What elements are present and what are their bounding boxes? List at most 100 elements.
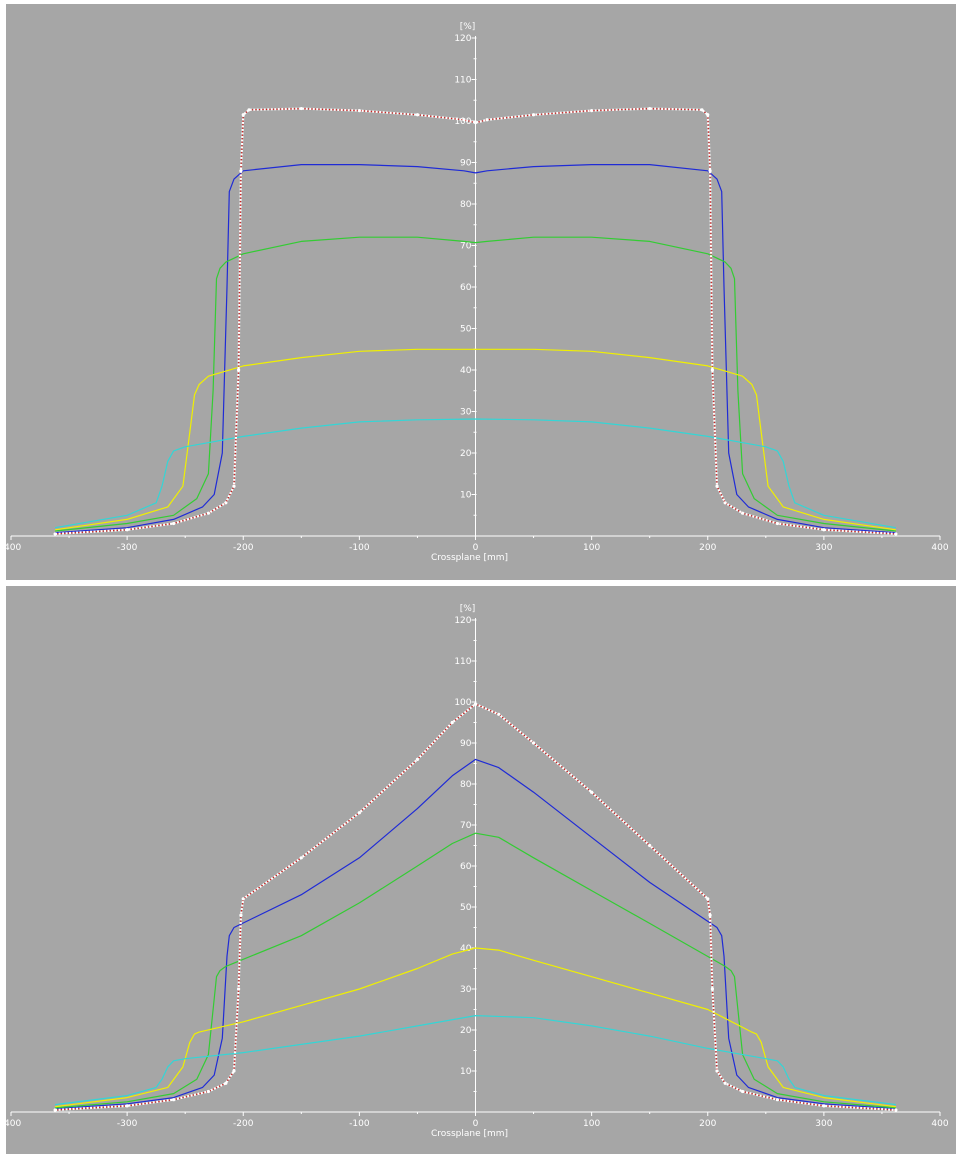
y-tick-label: 90 bbox=[460, 739, 472, 749]
series-point bbox=[237, 368, 241, 372]
series-point bbox=[700, 108, 704, 112]
y-tick-label: 90 bbox=[460, 159, 472, 169]
series-point bbox=[894, 532, 898, 536]
series-point bbox=[247, 108, 251, 112]
x-tick-label: -100 bbox=[349, 543, 370, 553]
series-point bbox=[224, 501, 228, 505]
series-point bbox=[723, 501, 727, 505]
series-line bbox=[55, 1015, 896, 1106]
y-tick-label: 120 bbox=[454, 616, 471, 626]
y-tick-label: 40 bbox=[460, 944, 472, 954]
x-tick-label: 100 bbox=[583, 1119, 600, 1129]
series-point bbox=[232, 1069, 236, 1073]
y-tick-label: 20 bbox=[460, 449, 472, 459]
series-point bbox=[357, 109, 361, 113]
x-tick-label: -100 bbox=[349, 1119, 370, 1129]
x-tick-label: 200 bbox=[699, 543, 716, 553]
series-point bbox=[715, 484, 719, 488]
x-tick-label: 0 bbox=[473, 1119, 479, 1129]
series-point bbox=[775, 1098, 780, 1102]
y-tick-label: 50 bbox=[460, 903, 472, 913]
series-point bbox=[239, 169, 243, 173]
bottom-profile-chart: -400 -300 -200 -100 0 100 200 300 400 10 20 30 40 50 6… bbox=[6, 586, 956, 1154]
series-line bbox=[55, 832, 896, 1109]
series-point bbox=[241, 113, 245, 117]
series-point bbox=[715, 1069, 719, 1073]
x-tick-label: -300 bbox=[117, 1119, 138, 1129]
series-point bbox=[485, 118, 489, 122]
series-point bbox=[822, 528, 826, 532]
series-point bbox=[357, 811, 361, 815]
series-point bbox=[740, 511, 745, 515]
series-point bbox=[497, 712, 501, 716]
x-tick-label: -200 bbox=[233, 1119, 254, 1129]
y-axis-label: [%] bbox=[460, 22, 476, 32]
series-point bbox=[462, 118, 466, 122]
series-point bbox=[473, 121, 478, 125]
series-point bbox=[706, 897, 710, 901]
series-point bbox=[648, 106, 652, 111]
bottom-profile-plot: -400 -300 -200 -100 0 100 200 300 400 10 20 30 40 50 6… bbox=[6, 604, 949, 1139]
series-point bbox=[53, 532, 57, 536]
y-tick-label: 60 bbox=[460, 283, 472, 293]
series-line bbox=[55, 758, 896, 1110]
series-point bbox=[239, 913, 243, 917]
y-tick-label: 10 bbox=[460, 1067, 472, 1077]
series-line bbox=[55, 164, 896, 534]
series-point bbox=[125, 528, 129, 532]
series-point bbox=[706, 113, 710, 117]
x-tick-label: -300 bbox=[117, 543, 138, 553]
series-point bbox=[708, 169, 712, 173]
series-point bbox=[232, 484, 236, 488]
series-point bbox=[710, 987, 714, 991]
x-axis-label: Crossplane [mm] bbox=[431, 553, 508, 563]
series-point bbox=[206, 511, 211, 515]
series-point bbox=[590, 109, 594, 113]
x-axis-label: Crossplane [mm] bbox=[431, 1129, 508, 1139]
y-tick-label: 70 bbox=[460, 242, 472, 252]
series-point bbox=[415, 113, 420, 117]
x-tick-label: 400 bbox=[931, 543, 948, 553]
series-point bbox=[171, 1098, 176, 1102]
y-tick-label: 80 bbox=[460, 200, 472, 210]
series-point bbox=[299, 856, 303, 860]
top-profile-chart: -400 -300 -200 -100 0 100 200 300 400 10 20 30 40 50 6… bbox=[6, 4, 956, 580]
series-point bbox=[708, 913, 712, 917]
x-tick-label: 100 bbox=[583, 543, 600, 553]
series-point bbox=[531, 741, 536, 745]
series-point bbox=[224, 1081, 228, 1085]
series-point bbox=[171, 521, 176, 526]
series-point bbox=[206, 1089, 211, 1094]
series-point bbox=[822, 1104, 826, 1108]
series-point bbox=[894, 1108, 898, 1112]
series-point bbox=[531, 113, 536, 117]
y-tick-label: 80 bbox=[460, 780, 472, 790]
x-tick-label: 300 bbox=[815, 543, 832, 553]
series-point bbox=[723, 1081, 727, 1085]
x-tick-label: 300 bbox=[815, 1119, 832, 1129]
series-point bbox=[450, 720, 454, 725]
y-tick-label: 110 bbox=[454, 76, 471, 86]
series-point bbox=[648, 843, 652, 848]
series-point bbox=[237, 987, 241, 991]
x-tick-label: -400 bbox=[6, 543, 21, 553]
y-tick-label: 100 bbox=[454, 117, 471, 127]
series-point bbox=[590, 790, 594, 794]
y-tick-label: 110 bbox=[454, 657, 471, 667]
y-tick-label: 20 bbox=[460, 1026, 472, 1036]
top-profile-plot: -400 -300 -200 -100 0 100 200 300 400 10 20 30 40 50 6… bbox=[6, 22, 949, 563]
series-point bbox=[473, 702, 478, 706]
series-point bbox=[125, 1104, 129, 1108]
series-point bbox=[53, 1108, 57, 1112]
x-tick-label: 400 bbox=[931, 1119, 948, 1129]
y-tick-label: 100 bbox=[454, 698, 471, 708]
y-tick-label: 40 bbox=[460, 366, 472, 376]
series-point bbox=[775, 521, 780, 526]
y-tick-label: 60 bbox=[460, 862, 472, 872]
series-point bbox=[415, 757, 420, 761]
x-tick-label: -400 bbox=[6, 1119, 21, 1129]
x-tick-label: 200 bbox=[699, 1119, 716, 1129]
x-tick-label: 0 bbox=[473, 543, 479, 553]
series-line bbox=[55, 236, 896, 532]
series-point bbox=[740, 1089, 745, 1094]
